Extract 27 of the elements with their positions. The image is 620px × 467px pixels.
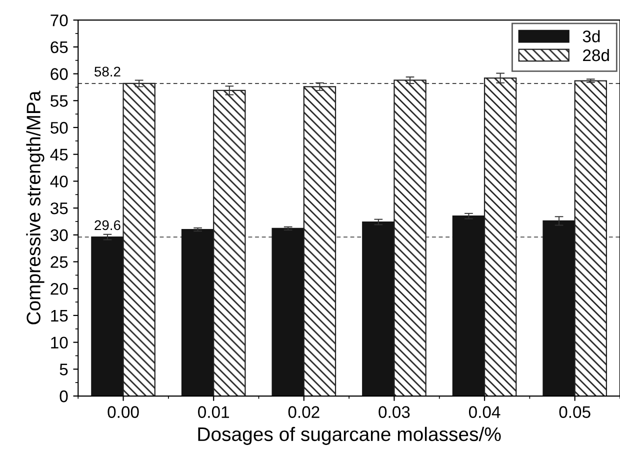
legend-label: 28d	[583, 48, 609, 62]
y-tick-label: 50	[50, 122, 68, 134]
y-tick-label: 25	[50, 256, 68, 268]
x-tick-label: 0.05	[559, 406, 590, 418]
x-tick-label: 0.01	[198, 406, 229, 418]
x-tick-label: 0.00	[108, 406, 139, 418]
x-tick-label: 0.03	[378, 406, 410, 418]
y-tick-label: 45	[50, 148, 68, 161]
y-tick-label: 40	[50, 176, 68, 188]
y-tick-label: 0	[60, 390, 68, 402]
y-tick-label: 10	[51, 336, 68, 349]
x-tick-label: 0.04	[468, 406, 500, 418]
annotation: 29.6	[94, 220, 120, 230]
y-tick-label: 55	[50, 95, 68, 107]
x-axis-title: Dosages of sugarcane molasses/%	[198, 426, 501, 445]
y-axis-title: Compressive strength/MPa	[26, 90, 44, 324]
y-tick-label: 20	[50, 283, 68, 295]
y-tick-label: 15	[51, 310, 68, 322]
y-tick-label: 70	[50, 14, 68, 26]
x-tick-label: 0.02	[288, 406, 320, 418]
y-tick-label: 60	[50, 68, 68, 80]
annotation: 58.2	[94, 66, 120, 77]
legend-label: 3d	[582, 30, 600, 42]
y-tick-label: 5	[60, 364, 68, 376]
y-tick-label: 35	[50, 202, 68, 214]
y-tick-label: 30	[50, 229, 68, 242]
y-tick-label: 65	[50, 41, 68, 54]
